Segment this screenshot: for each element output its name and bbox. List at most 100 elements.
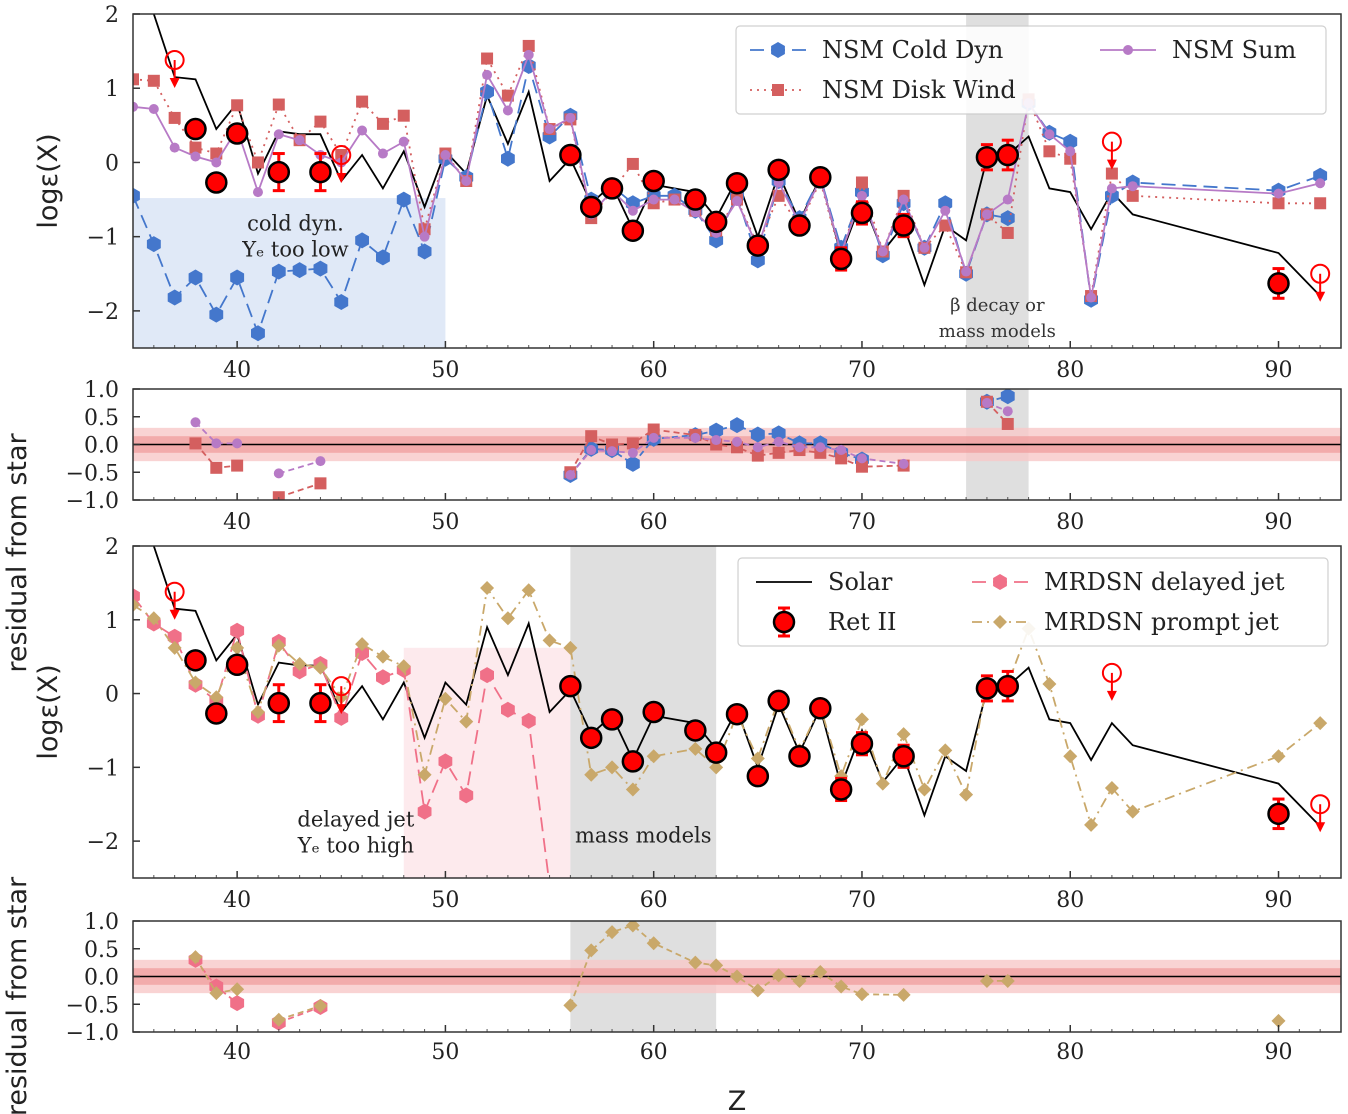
series-line [569, 924, 904, 1006]
data-point [855, 176, 868, 189]
data-point [1271, 749, 1286, 764]
data-point [1315, 178, 1326, 189]
ret-ii-point [684, 719, 707, 742]
data-point [271, 638, 286, 653]
ret-ii-point [996, 143, 1020, 167]
data-point [711, 435, 722, 446]
x-tick-label: 40 [223, 358, 251, 383]
y-tick-label: 1.0 [84, 910, 119, 935]
data-point [133, 598, 140, 613]
ret-ii-point [788, 214, 811, 237]
data-point [732, 436, 742, 447]
data-point [1001, 417, 1014, 430]
x-tick-label: 80 [1056, 510, 1084, 535]
data-point [626, 157, 639, 170]
ret-ii-point [704, 741, 728, 764]
data-point [627, 447, 638, 458]
series-line [133, 43, 1321, 297]
data-point [896, 727, 911, 742]
data-point [1271, 1013, 1286, 1028]
data-point [750, 751, 765, 766]
data-point [1272, 197, 1285, 210]
legend-entry: Solar [756, 568, 893, 596]
data-point [459, 787, 474, 804]
data-point [148, 104, 159, 115]
data-point [813, 965, 828, 980]
data-point [542, 633, 557, 648]
legend-entry: Ret II [772, 606, 897, 638]
data-point [834, 979, 849, 994]
data-point [750, 252, 765, 269]
data-point [459, 714, 474, 729]
data-point [898, 458, 909, 469]
data-point [314, 115, 327, 128]
ret-ii-point [309, 691, 332, 715]
legend-label: Solar [828, 568, 893, 596]
ret-ii-point [892, 745, 915, 768]
y-axis-label: logε(X) [33, 133, 64, 228]
data-point [565, 112, 576, 123]
data-point [500, 611, 515, 626]
data-point [232, 438, 243, 449]
data-point [230, 982, 245, 997]
x-tick-label: 40 [223, 888, 251, 913]
upper-limit-arrow [169, 78, 180, 89]
series-line [133, 585, 1321, 828]
x-tick-label: 90 [1265, 1040, 1293, 1065]
data-point [961, 266, 972, 277]
data-point [648, 432, 659, 443]
data-point [273, 468, 284, 479]
data-point [396, 191, 411, 208]
data-point [646, 936, 661, 951]
data-point [917, 782, 932, 797]
data-point [1002, 406, 1013, 417]
data-point [1084, 817, 1099, 832]
data-point [251, 325, 265, 342]
data-point [231, 99, 244, 112]
y-tick-label: 0.5 [84, 406, 119, 431]
bottom-abundance-panel: delayed jet Yₑ too high mass models Solar Re… [33, 535, 1342, 913]
data-point [438, 753, 453, 770]
data-point [334, 294, 349, 310]
ret-ii-point [225, 122, 249, 145]
ret-ii-point [184, 117, 207, 141]
legend: Solar Ret II MRDSN delayed jet MRDSN prompt… [737, 557, 1329, 647]
data-point [771, 425, 786, 442]
x-tick-label: 80 [1056, 1040, 1084, 1065]
data-point [190, 417, 201, 428]
x-tick-label: 40 [223, 1040, 251, 1065]
data-point [1042, 676, 1057, 691]
data-point [521, 583, 536, 598]
data-point [919, 242, 930, 253]
series-mrdsn-prompt-jet [188, 921, 1286, 1028]
ret-ii-point [746, 234, 770, 257]
legend: NSM Cold Dyn NSM Disk Wind NSM Sum [735, 25, 1327, 115]
data-point [1105, 167, 1118, 180]
data-point [896, 987, 911, 1002]
data-point [565, 470, 576, 481]
data-point [294, 135, 305, 146]
data-point [688, 955, 703, 970]
top-abundance-panel: cold dyn. Yₑ too low β decay or mass models… [33, 3, 1342, 383]
data-point [146, 236, 161, 253]
data-point [334, 709, 349, 726]
data-point [480, 581, 495, 596]
data-point [1044, 129, 1055, 140]
data-point [690, 432, 701, 443]
series-line [278, 1005, 321, 1021]
data-point [209, 690, 224, 705]
y-tick-label: 0.0 [84, 966, 119, 991]
data-point [313, 660, 328, 675]
y-axis-label: residual from star [2, 876, 33, 1114]
upper-limit-arrow [1106, 159, 1117, 170]
data-point [730, 417, 744, 434]
ret-ii-point [267, 160, 291, 184]
ret-ii-point [642, 700, 665, 724]
upper-limit-arrow [336, 704, 347, 715]
annotation: cold dyn. Yₑ too low [241, 212, 348, 262]
data-point [481, 52, 494, 65]
data-point [625, 921, 640, 933]
data-point [1314, 197, 1327, 210]
data-point [1313, 716, 1328, 731]
